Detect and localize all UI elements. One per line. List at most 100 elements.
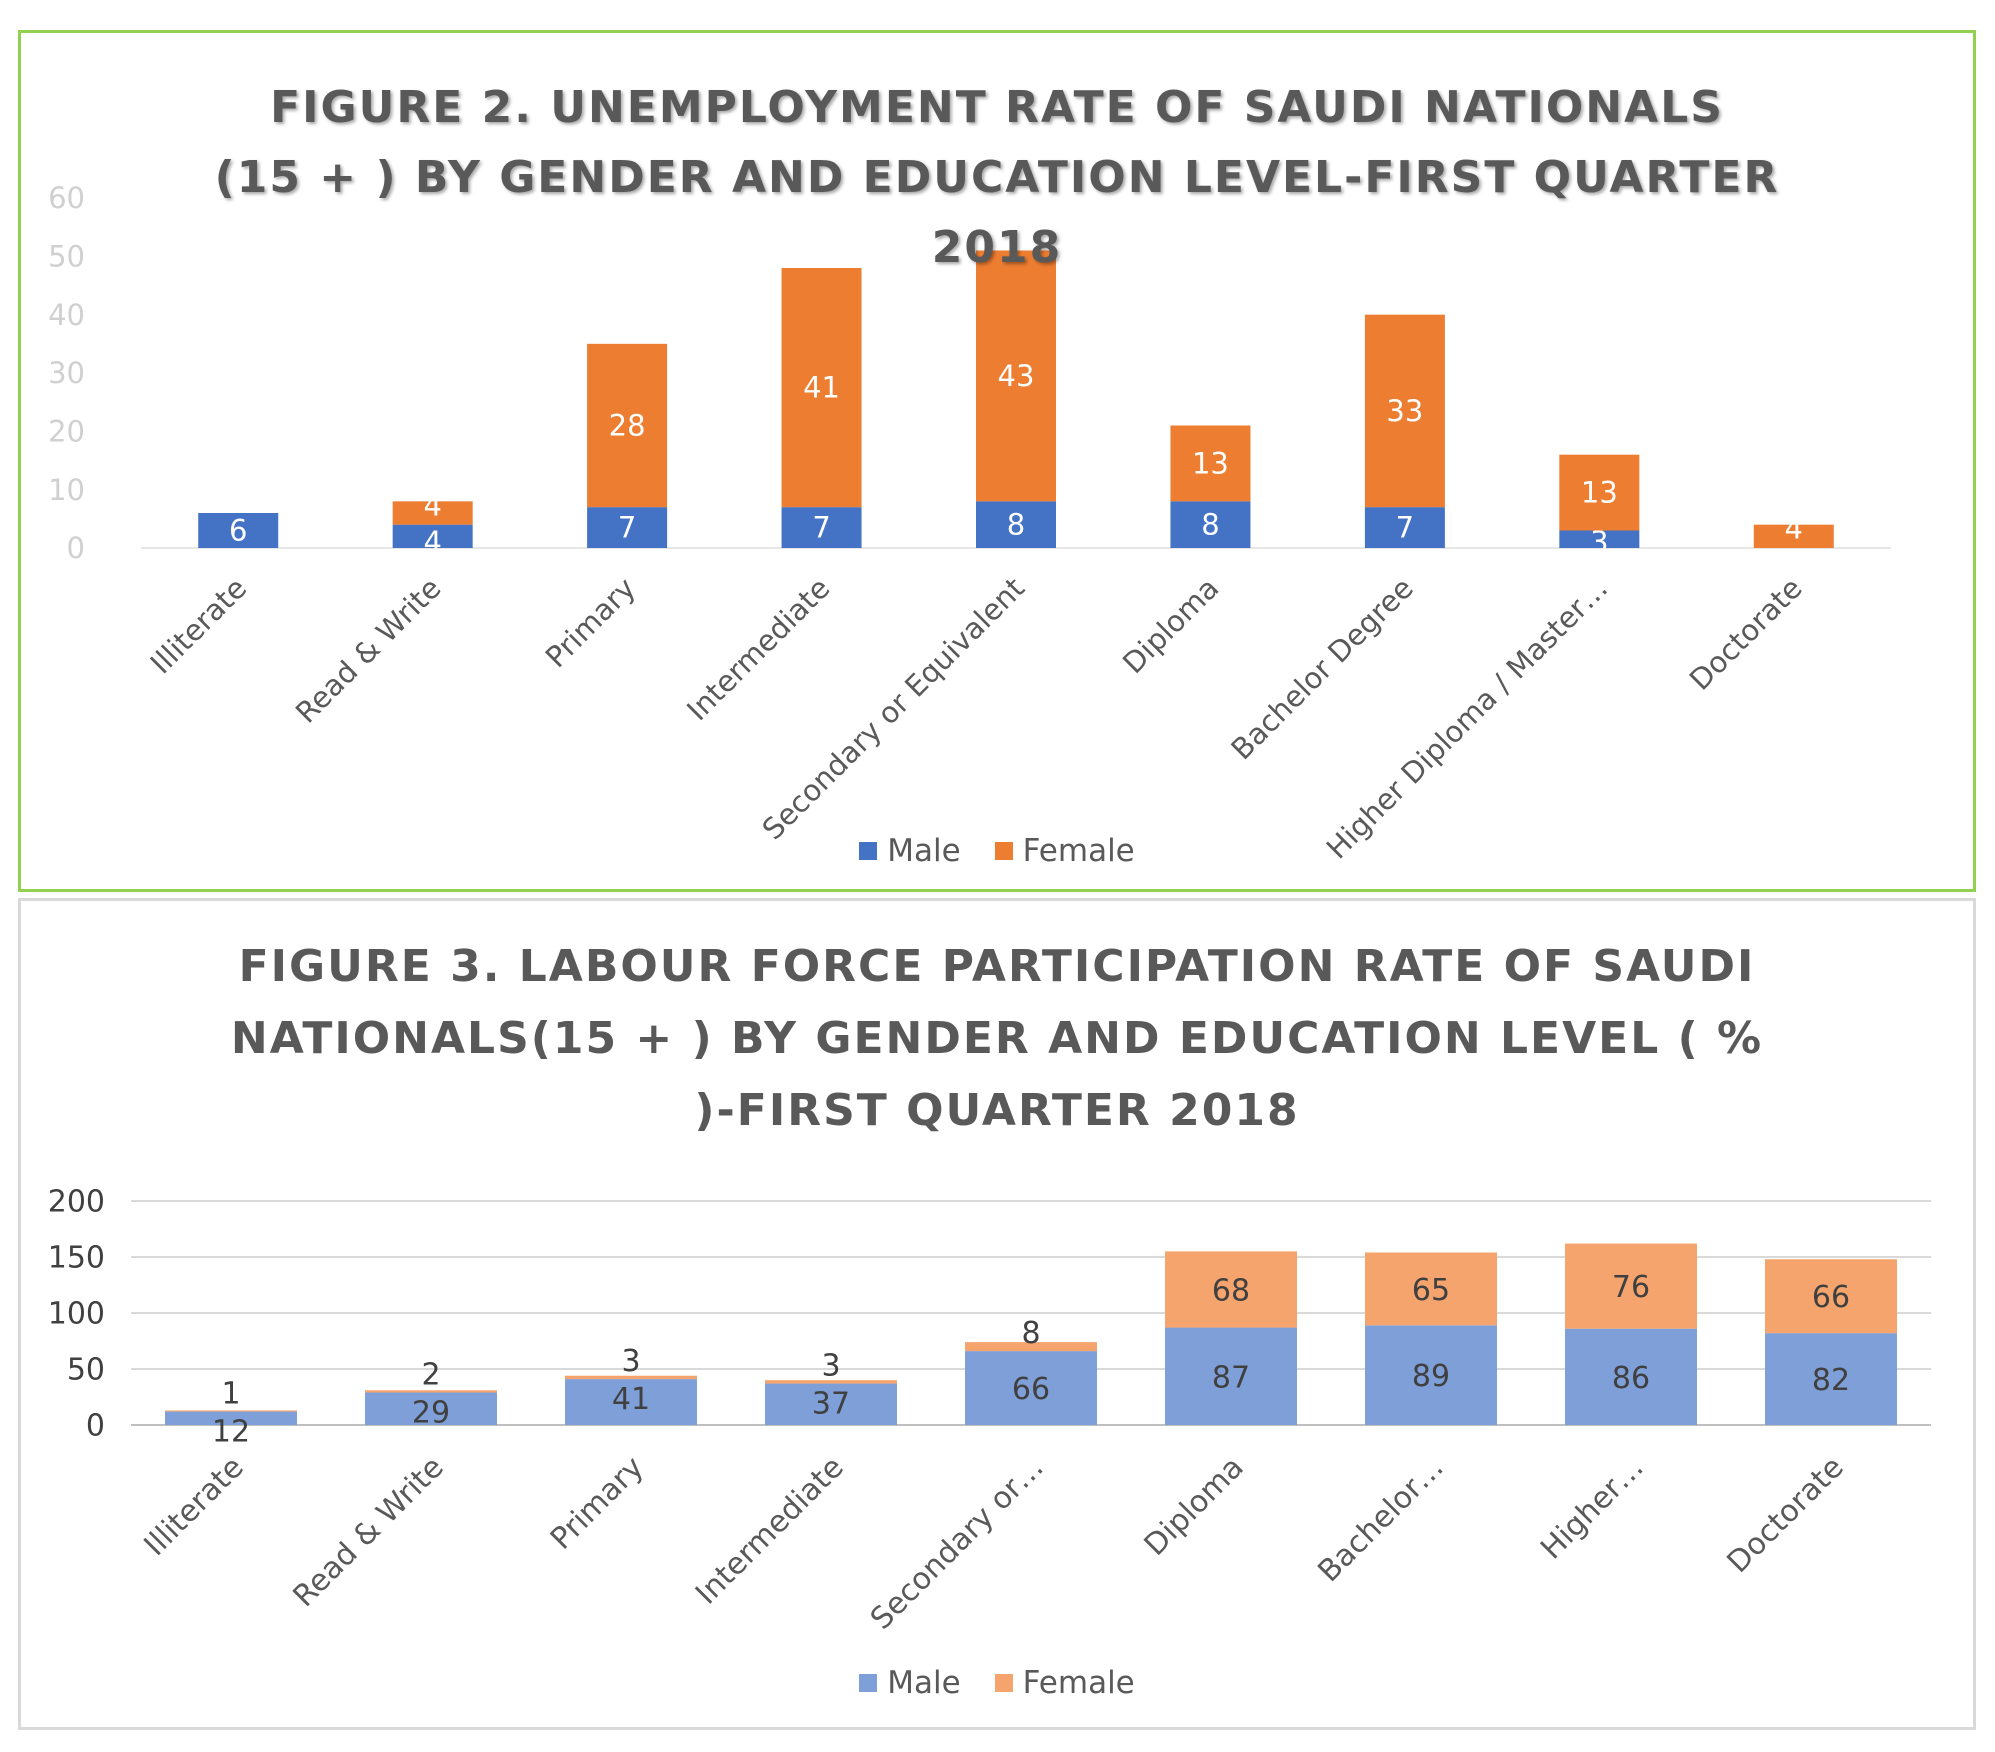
bar-female bbox=[976, 250, 1056, 502]
legend-label-male: Male bbox=[887, 1665, 961, 1701]
x-tick-label: Doctorate bbox=[1721, 1450, 1851, 1580]
bar-female bbox=[765, 1380, 897, 1384]
legend-item-male: Male bbox=[859, 1665, 961, 1701]
legend-label-male: Male bbox=[887, 833, 961, 869]
data-label-female: 3 bbox=[821, 1349, 840, 1384]
data-label-female: 1 bbox=[221, 1377, 240, 1412]
data-label-male: 4 bbox=[423, 525, 441, 559]
legend-swatch-female bbox=[994, 1674, 1013, 1692]
bar-female bbox=[781, 268, 862, 508]
data-label-female: 65 bbox=[1412, 1273, 1450, 1308]
data-label-female: 66 bbox=[1812, 1280, 1850, 1315]
x-tick-label: Read & Write bbox=[289, 571, 448, 730]
bar-male bbox=[1559, 530, 1640, 548]
bar-male bbox=[781, 507, 862, 548]
bar-female bbox=[1364, 314, 1445, 508]
bar-male bbox=[565, 1379, 697, 1425]
bar-female bbox=[965, 1342, 1097, 1352]
data-label-female: 76 bbox=[1612, 1270, 1650, 1305]
x-tick-label: Illiterate bbox=[138, 1450, 251, 1563]
x-tick-label: Intermediate bbox=[689, 1450, 851, 1612]
unemployment-chart-legend: Male Female bbox=[21, 833, 1973, 869]
legend-item-female: Female bbox=[994, 833, 1135, 869]
x-tick-label: Higher… bbox=[1534, 1450, 1650, 1566]
y-tick-label: 0 bbox=[86, 1409, 105, 1444]
bar-female bbox=[1170, 425, 1251, 502]
y-tick-label: 50 bbox=[67, 1353, 105, 1388]
data-label-male: 86 bbox=[1612, 1361, 1650, 1396]
bar-female bbox=[1765, 1259, 1897, 1334]
bar-male bbox=[765, 1383, 897, 1425]
y-tick-label: 30 bbox=[48, 356, 85, 390]
data-label-male: 87 bbox=[1212, 1360, 1250, 1395]
bar-male bbox=[976, 501, 1056, 548]
bar-female bbox=[1559, 454, 1640, 531]
bar-male bbox=[165, 1411, 297, 1425]
bar-male bbox=[392, 524, 473, 548]
y-tick-label: 0 bbox=[67, 531, 85, 565]
data-label-male: 89 bbox=[1412, 1359, 1450, 1394]
x-tick-label: Diploma bbox=[1138, 1450, 1251, 1563]
y-tick-label: 40 bbox=[48, 298, 85, 332]
bar-female bbox=[1565, 1243, 1697, 1329]
legend-label-female: Female bbox=[1022, 833, 1135, 869]
data-label-female: 33 bbox=[1386, 394, 1423, 428]
bar-male bbox=[1765, 1333, 1897, 1425]
bar-male bbox=[965, 1351, 1097, 1425]
x-tick-label: Bachelor Degree bbox=[1224, 571, 1419, 766]
bar-female bbox=[392, 501, 473, 525]
data-label-female: 8 bbox=[1021, 1316, 1040, 1351]
legend-swatch-male bbox=[859, 842, 878, 860]
bar-male bbox=[198, 513, 279, 548]
data-label-female: 13 bbox=[1192, 446, 1229, 480]
participation-chart-panel: FIGURE 3. LABOUR FORCE PARTICIPATION RAT… bbox=[18, 898, 1976, 1730]
data-label-male: 8 bbox=[1007, 508, 1025, 542]
bar-female bbox=[165, 1410, 297, 1412]
data-label-male: 7 bbox=[812, 511, 830, 545]
y-tick-label: 20 bbox=[48, 414, 85, 448]
x-tick-label: Secondary or… bbox=[864, 1450, 1051, 1637]
participation-chart-legend: Male Female bbox=[21, 1665, 1973, 1701]
x-tick-label: Doctorate bbox=[1683, 571, 1809, 697]
y-tick-label: 50 bbox=[48, 239, 85, 273]
bar-male bbox=[1165, 1327, 1297, 1425]
data-label-female: 2 bbox=[421, 1358, 440, 1393]
bar-male bbox=[1565, 1328, 1697, 1425]
legend-swatch-male bbox=[859, 1674, 878, 1692]
y-tick-label: 150 bbox=[48, 1241, 105, 1276]
bar-male bbox=[1170, 501, 1251, 548]
x-tick-label: Primary bbox=[544, 1450, 651, 1557]
y-tick-label: 60 bbox=[48, 181, 85, 215]
data-label-male: 66 bbox=[1012, 1372, 1050, 1407]
legend-item-female: Female bbox=[994, 1665, 1135, 1701]
data-label-male: 41 bbox=[612, 1382, 650, 1417]
legend-label-female: Female bbox=[1022, 1665, 1135, 1701]
x-tick-label: Intermediate bbox=[680, 571, 836, 727]
data-label-female: 13 bbox=[1581, 476, 1618, 510]
data-label-female: 4 bbox=[1785, 512, 1803, 546]
data-label-male: 82 bbox=[1812, 1363, 1850, 1398]
participation-chart-title: FIGURE 3. LABOUR FORCE PARTICIPATION RAT… bbox=[230, 941, 1764, 1136]
bar-female bbox=[1365, 1252, 1497, 1326]
data-label-female: 43 bbox=[998, 359, 1035, 393]
data-label-male: 7 bbox=[1396, 511, 1414, 545]
legend-item-male: Male bbox=[859, 833, 961, 869]
x-tick-label: Bachelor… bbox=[1311, 1450, 1450, 1589]
data-label-female: 28 bbox=[609, 409, 646, 443]
data-label-male: 6 bbox=[229, 514, 247, 548]
bar-female bbox=[1165, 1251, 1297, 1328]
data-label-female: 3 bbox=[621, 1344, 640, 1379]
data-label-male: 37 bbox=[812, 1387, 850, 1422]
bar-male bbox=[1365, 1325, 1497, 1425]
x-tick-label: Primary bbox=[539, 571, 642, 674]
bar-male bbox=[587, 507, 668, 548]
data-label-female: 68 bbox=[1212, 1273, 1250, 1308]
y-tick-label: 100 bbox=[48, 1297, 105, 1332]
bar-female bbox=[1753, 524, 1834, 548]
data-label-male: 8 bbox=[1201, 508, 1219, 542]
x-tick-label: Diploma bbox=[1116, 571, 1225, 680]
x-tick-label: Read & Write bbox=[287, 1450, 451, 1614]
participation-chart-plot: 0 50 100 150 200 121 Illiterate 292 Read & Write… bbox=[48, 1185, 1931, 1637]
bar-female bbox=[365, 1390, 497, 1393]
